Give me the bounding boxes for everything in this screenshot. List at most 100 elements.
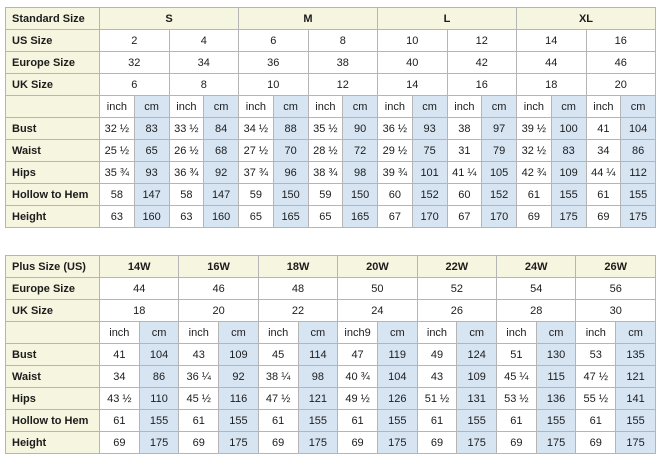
cm-value-cell: 170	[481, 205, 517, 228]
inch-value-cell: 36 ¾	[168, 161, 205, 184]
unit-row: inch cm inch cm inch cm inch cm inch cm inch cm inch…	[5, 95, 656, 118]
cm-value-cell: 165	[272, 205, 309, 228]
size-number-cell: 48	[257, 277, 339, 300]
row-label-cell: Waist	[5, 365, 100, 388]
cm-value-cell: 175	[376, 431, 418, 454]
cm-value-cell: 135	[615, 343, 656, 366]
measurement-row: Height 63 160 63 160 65 165 65 165 67 170 67 170 69 17…	[5, 205, 656, 228]
cm-value-cell: 96	[272, 161, 309, 184]
size-number-cell: 2	[99, 29, 170, 52]
measurement-row: Waist 34 86 36 ¼ 92 38 ¼ 98 40 ¾ 104 43 109 45 ¼ 115…	[5, 365, 656, 388]
cm-unit-cell: cm	[550, 95, 587, 118]
inch-value-cell: 41	[585, 117, 622, 140]
inch-value-cell: 60	[446, 183, 483, 206]
cm-value-cell: 160	[203, 205, 239, 228]
measurement-row: Bust 32 ½ 83 33 ½ 84 34 ½ 88 35 ½ 90 36 ½ 93 38 97 39…	[5, 117, 656, 140]
size-number-cell: 18	[98, 299, 180, 322]
inch-unit-cell: inch	[377, 95, 413, 118]
inch-value-cell: 69	[516, 205, 552, 228]
inch-value-cell: 53 ½	[496, 387, 537, 410]
inch-value-cell: 51	[496, 343, 537, 366]
size-number-cell: 30	[575, 299, 656, 322]
cm-value-cell: 155	[620, 183, 656, 206]
inch-unit-cell: inch	[168, 95, 205, 118]
cm-value-cell: 104	[376, 365, 418, 388]
inch-value-cell: 29 ½	[377, 139, 413, 162]
cm-value-cell: 104	[620, 117, 656, 140]
cm-value-cell: 105	[481, 161, 517, 184]
size-header-cell: S	[99, 7, 239, 30]
cm-value-cell: 175	[550, 205, 587, 228]
cm-value-cell: 147	[203, 183, 239, 206]
size-number-cell: 54	[496, 277, 577, 300]
inch-value-cell: 41 ¼	[446, 161, 483, 184]
cm-value-cell: 175	[297, 431, 339, 454]
inch-value-cell: 47 ½	[257, 387, 299, 410]
cm-unit-cell: cm	[535, 321, 577, 344]
cm-unit-cell: cm	[456, 321, 498, 344]
cm-value-cell: 98	[297, 365, 339, 388]
inch-unit-cell: inch	[575, 321, 617, 344]
size-number-cell: 40	[377, 51, 448, 74]
inch-unit-cell: inch	[99, 321, 140, 344]
cm-unit-cell: cm	[297, 321, 339, 344]
cm-value-cell: 119	[376, 343, 418, 366]
size-number-cell: 12	[446, 29, 517, 52]
size-header-cell: 26W	[575, 255, 656, 278]
inch-value-cell: 39 ¾	[377, 161, 413, 184]
cm-value-cell: 101	[411, 161, 448, 184]
inch-value-cell: 61	[337, 409, 378, 432]
inch-value-cell: 41	[99, 343, 140, 366]
cm-value-cell: 97	[481, 117, 517, 140]
cm-value-cell: 92	[218, 365, 259, 388]
measurement-row: Height 69 175 69 175 69 175 69 175 69 175 69 175 69 17…	[5, 431, 656, 454]
cm-value-cell: 88	[272, 117, 309, 140]
inch-value-cell: 36 ¼	[178, 365, 220, 388]
inch-value-cell: 58	[168, 183, 205, 206]
cm-value-cell: 93	[133, 161, 170, 184]
inch-value-cell: 61	[178, 409, 220, 432]
inch-value-cell: 59	[238, 183, 274, 206]
cm-value-cell: 93	[411, 117, 448, 140]
cm-value-cell: 124	[456, 343, 498, 366]
inch-value-cell: 44 ¼	[585, 161, 622, 184]
cm-value-cell: 155	[615, 409, 656, 432]
size-number-cell: 24	[337, 299, 418, 322]
size-number-cell: 44	[98, 277, 180, 300]
size-header-cell: 16W	[178, 255, 259, 278]
cm-value-cell: 110	[138, 387, 180, 410]
inch-value-cell: 69	[496, 431, 537, 454]
cm-value-cell: 84	[203, 117, 239, 140]
cm-value-cell: 121	[297, 387, 339, 410]
size-header-cell: M	[238, 7, 378, 30]
inch-value-cell: 42 ¾	[516, 161, 552, 184]
size-header-cell: 24W	[496, 255, 577, 278]
cm-value-cell: 155	[456, 409, 498, 432]
cm-value-cell: 86	[138, 365, 180, 388]
inch-value-cell: 26 ½	[168, 139, 205, 162]
conversion-row: Europe Size 44 46 48 50 52 54 56	[5, 277, 656, 300]
size-number-cell: 16	[585, 29, 656, 52]
row-label-cell: Hollow to Hem	[5, 409, 100, 432]
inch-value-cell: 43	[178, 343, 220, 366]
conversion-row: Europe Size 32 34 36 38 40 42 44 46	[5, 51, 656, 74]
inch-value-cell: 58	[99, 183, 135, 206]
inch-value-cell: 28 ½	[307, 139, 344, 162]
cm-value-cell: 92	[203, 161, 239, 184]
cm-unit-cell: cm	[138, 321, 180, 344]
inch-value-cell: 47 ½	[575, 365, 617, 388]
inch-value-cell: 61	[585, 183, 622, 206]
inch-value-cell: 25 ½	[99, 139, 135, 162]
inch-value-cell: 67	[377, 205, 413, 228]
cm-value-cell: 100	[550, 117, 587, 140]
inch-value-cell: 69	[178, 431, 220, 454]
row-label-cell: Hips	[5, 387, 100, 410]
row-label-cell: Height	[5, 431, 100, 454]
cm-value-cell: 175	[535, 431, 577, 454]
inch-value-cell: 61	[257, 409, 299, 432]
row-label-cell: UK Size	[5, 73, 100, 96]
size-number-cell: 26	[416, 299, 498, 322]
cm-value-cell: 79	[481, 139, 517, 162]
corner-label-cell: Standard Size	[5, 7, 100, 30]
